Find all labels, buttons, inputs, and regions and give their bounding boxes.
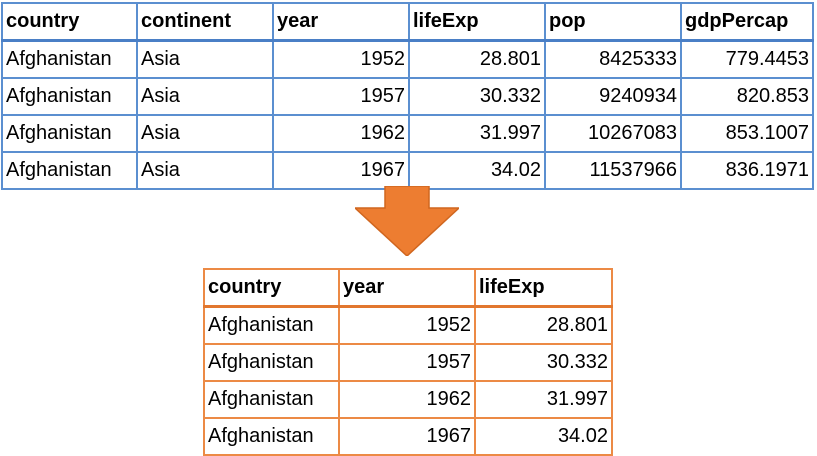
- table-cell: Afghanistan: [1, 39, 138, 79]
- table-cell: 34.02: [408, 151, 546, 190]
- source-col-header: year: [272, 2, 410, 42]
- arrow-down-icon: [355, 186, 459, 256]
- table-cell: 30.332: [474, 343, 613, 382]
- table-cell: Afghanistan: [203, 380, 340, 419]
- table-cell: Asia: [136, 39, 274, 79]
- table-cell: 11537966: [544, 151, 682, 190]
- table-cell: 8425333: [544, 39, 682, 79]
- table-cell: Asia: [136, 114, 274, 153]
- table-cell: Asia: [136, 151, 274, 190]
- table-cell: 1957: [272, 77, 410, 116]
- table-row: Afghanistan Asia 1967 34.02 11537966 836…: [1, 151, 814, 190]
- source-col-header: pop: [544, 2, 682, 42]
- table-cell: Afghanistan: [203, 305, 340, 345]
- table-cell: 1957: [338, 343, 476, 382]
- source-col-header: country: [1, 2, 138, 42]
- table-cell: 1952: [272, 39, 410, 79]
- result-col-header: country: [203, 268, 340, 308]
- table-cell: 853.1007: [680, 114, 814, 153]
- result-col-header: year: [338, 268, 476, 308]
- table-row: Afghanistan 1967 34.02: [203, 417, 613, 456]
- table-cell: Afghanistan: [203, 417, 340, 456]
- table-cell: 28.801: [474, 305, 613, 345]
- source-table: country continent year lifeExp pop gdpPe…: [1, 2, 814, 190]
- table-cell: 836.1971: [680, 151, 814, 190]
- source-col-header: continent: [136, 2, 274, 42]
- table-cell: 1967: [272, 151, 410, 190]
- source-col-header: gdpPercap: [680, 2, 814, 42]
- table-cell: 1952: [338, 305, 476, 345]
- table-row: Afghanistan 1962 31.997: [203, 380, 613, 419]
- table-row: Afghanistan Asia 1957 30.332 9240934 820…: [1, 77, 814, 116]
- table-cell: Afghanistan: [1, 151, 138, 190]
- table-cell: 1962: [338, 380, 476, 419]
- result-header-row: country year lifeExp: [203, 268, 613, 308]
- table-cell: Afghanistan: [203, 343, 340, 382]
- table-cell: 31.997: [474, 380, 613, 419]
- table-cell: 1962: [272, 114, 410, 153]
- table-row: Afghanistan 1952 28.801: [203, 305, 613, 345]
- table-cell: 10267083: [544, 114, 682, 153]
- source-col-header: lifeExp: [408, 2, 546, 42]
- table-cell: 34.02: [474, 417, 613, 456]
- result-table: country year lifeExp Afghanistan 1952 28…: [203, 268, 613, 456]
- table-cell: 1967: [338, 417, 476, 456]
- table-cell: Afghanistan: [1, 114, 138, 153]
- table-row: Afghanistan 1957 30.332: [203, 343, 613, 382]
- table-row: Afghanistan Asia 1962 31.997 10267083 85…: [1, 114, 814, 153]
- table-cell: 30.332: [408, 77, 546, 116]
- table-cell: 9240934: [544, 77, 682, 116]
- table-cell: 820.853: [680, 77, 814, 116]
- result-col-header: lifeExp: [474, 268, 613, 308]
- source-header-row: country continent year lifeExp pop gdpPe…: [1, 2, 814, 42]
- table-cell: Afghanistan: [1, 77, 138, 116]
- table-row: Afghanistan Asia 1952 28.801 8425333 779…: [1, 39, 814, 79]
- table-cell: Asia: [136, 77, 274, 116]
- table-cell: 31.997: [408, 114, 546, 153]
- table-cell: 779.4453: [680, 39, 814, 79]
- table-cell: 28.801: [408, 39, 546, 79]
